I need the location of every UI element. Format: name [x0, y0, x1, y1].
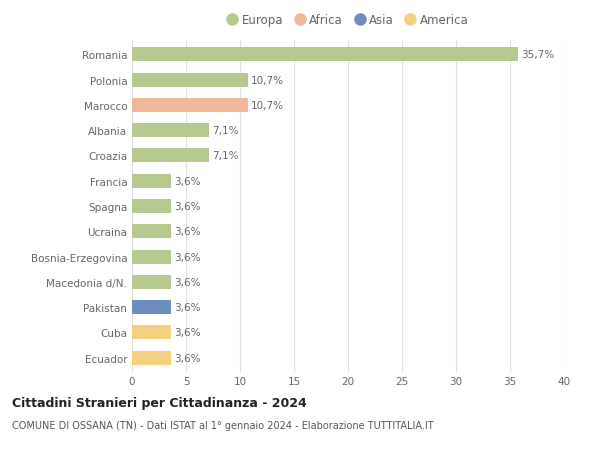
Bar: [132, 99, 248, 112]
Text: 3,6%: 3,6%: [174, 252, 200, 262]
Legend: Europa, Africa, Asia, America: Europa, Africa, Asia, America: [227, 14, 469, 27]
Text: 3,6%: 3,6%: [174, 227, 200, 237]
Bar: [132, 351, 171, 365]
Bar: [132, 225, 171, 239]
Text: Cittadini Stranieri per Cittadinanza - 2024: Cittadini Stranieri per Cittadinanza - 2…: [12, 396, 307, 409]
Bar: [132, 200, 171, 213]
Bar: [132, 275, 171, 289]
Bar: [132, 174, 171, 188]
Text: 10,7%: 10,7%: [251, 101, 284, 111]
Bar: [132, 326, 171, 340]
Bar: [132, 250, 171, 264]
Bar: [132, 124, 209, 138]
Bar: [132, 48, 518, 62]
Text: 3,6%: 3,6%: [174, 176, 200, 186]
Bar: [132, 73, 248, 87]
Text: 3,6%: 3,6%: [174, 328, 200, 338]
Text: 3,6%: 3,6%: [174, 302, 200, 313]
Bar: [132, 301, 171, 314]
Text: 35,7%: 35,7%: [521, 50, 554, 60]
Text: 3,6%: 3,6%: [174, 353, 200, 363]
Text: 7,1%: 7,1%: [212, 126, 238, 136]
Text: 3,6%: 3,6%: [174, 202, 200, 212]
Text: 3,6%: 3,6%: [174, 277, 200, 287]
Text: COMUNE DI OSSANA (TN) - Dati ISTAT al 1° gennaio 2024 - Elaborazione TUTTITALIA.: COMUNE DI OSSANA (TN) - Dati ISTAT al 1°…: [12, 420, 434, 430]
Text: 7,1%: 7,1%: [212, 151, 238, 161]
Text: 10,7%: 10,7%: [251, 75, 284, 85]
Bar: [132, 149, 209, 163]
